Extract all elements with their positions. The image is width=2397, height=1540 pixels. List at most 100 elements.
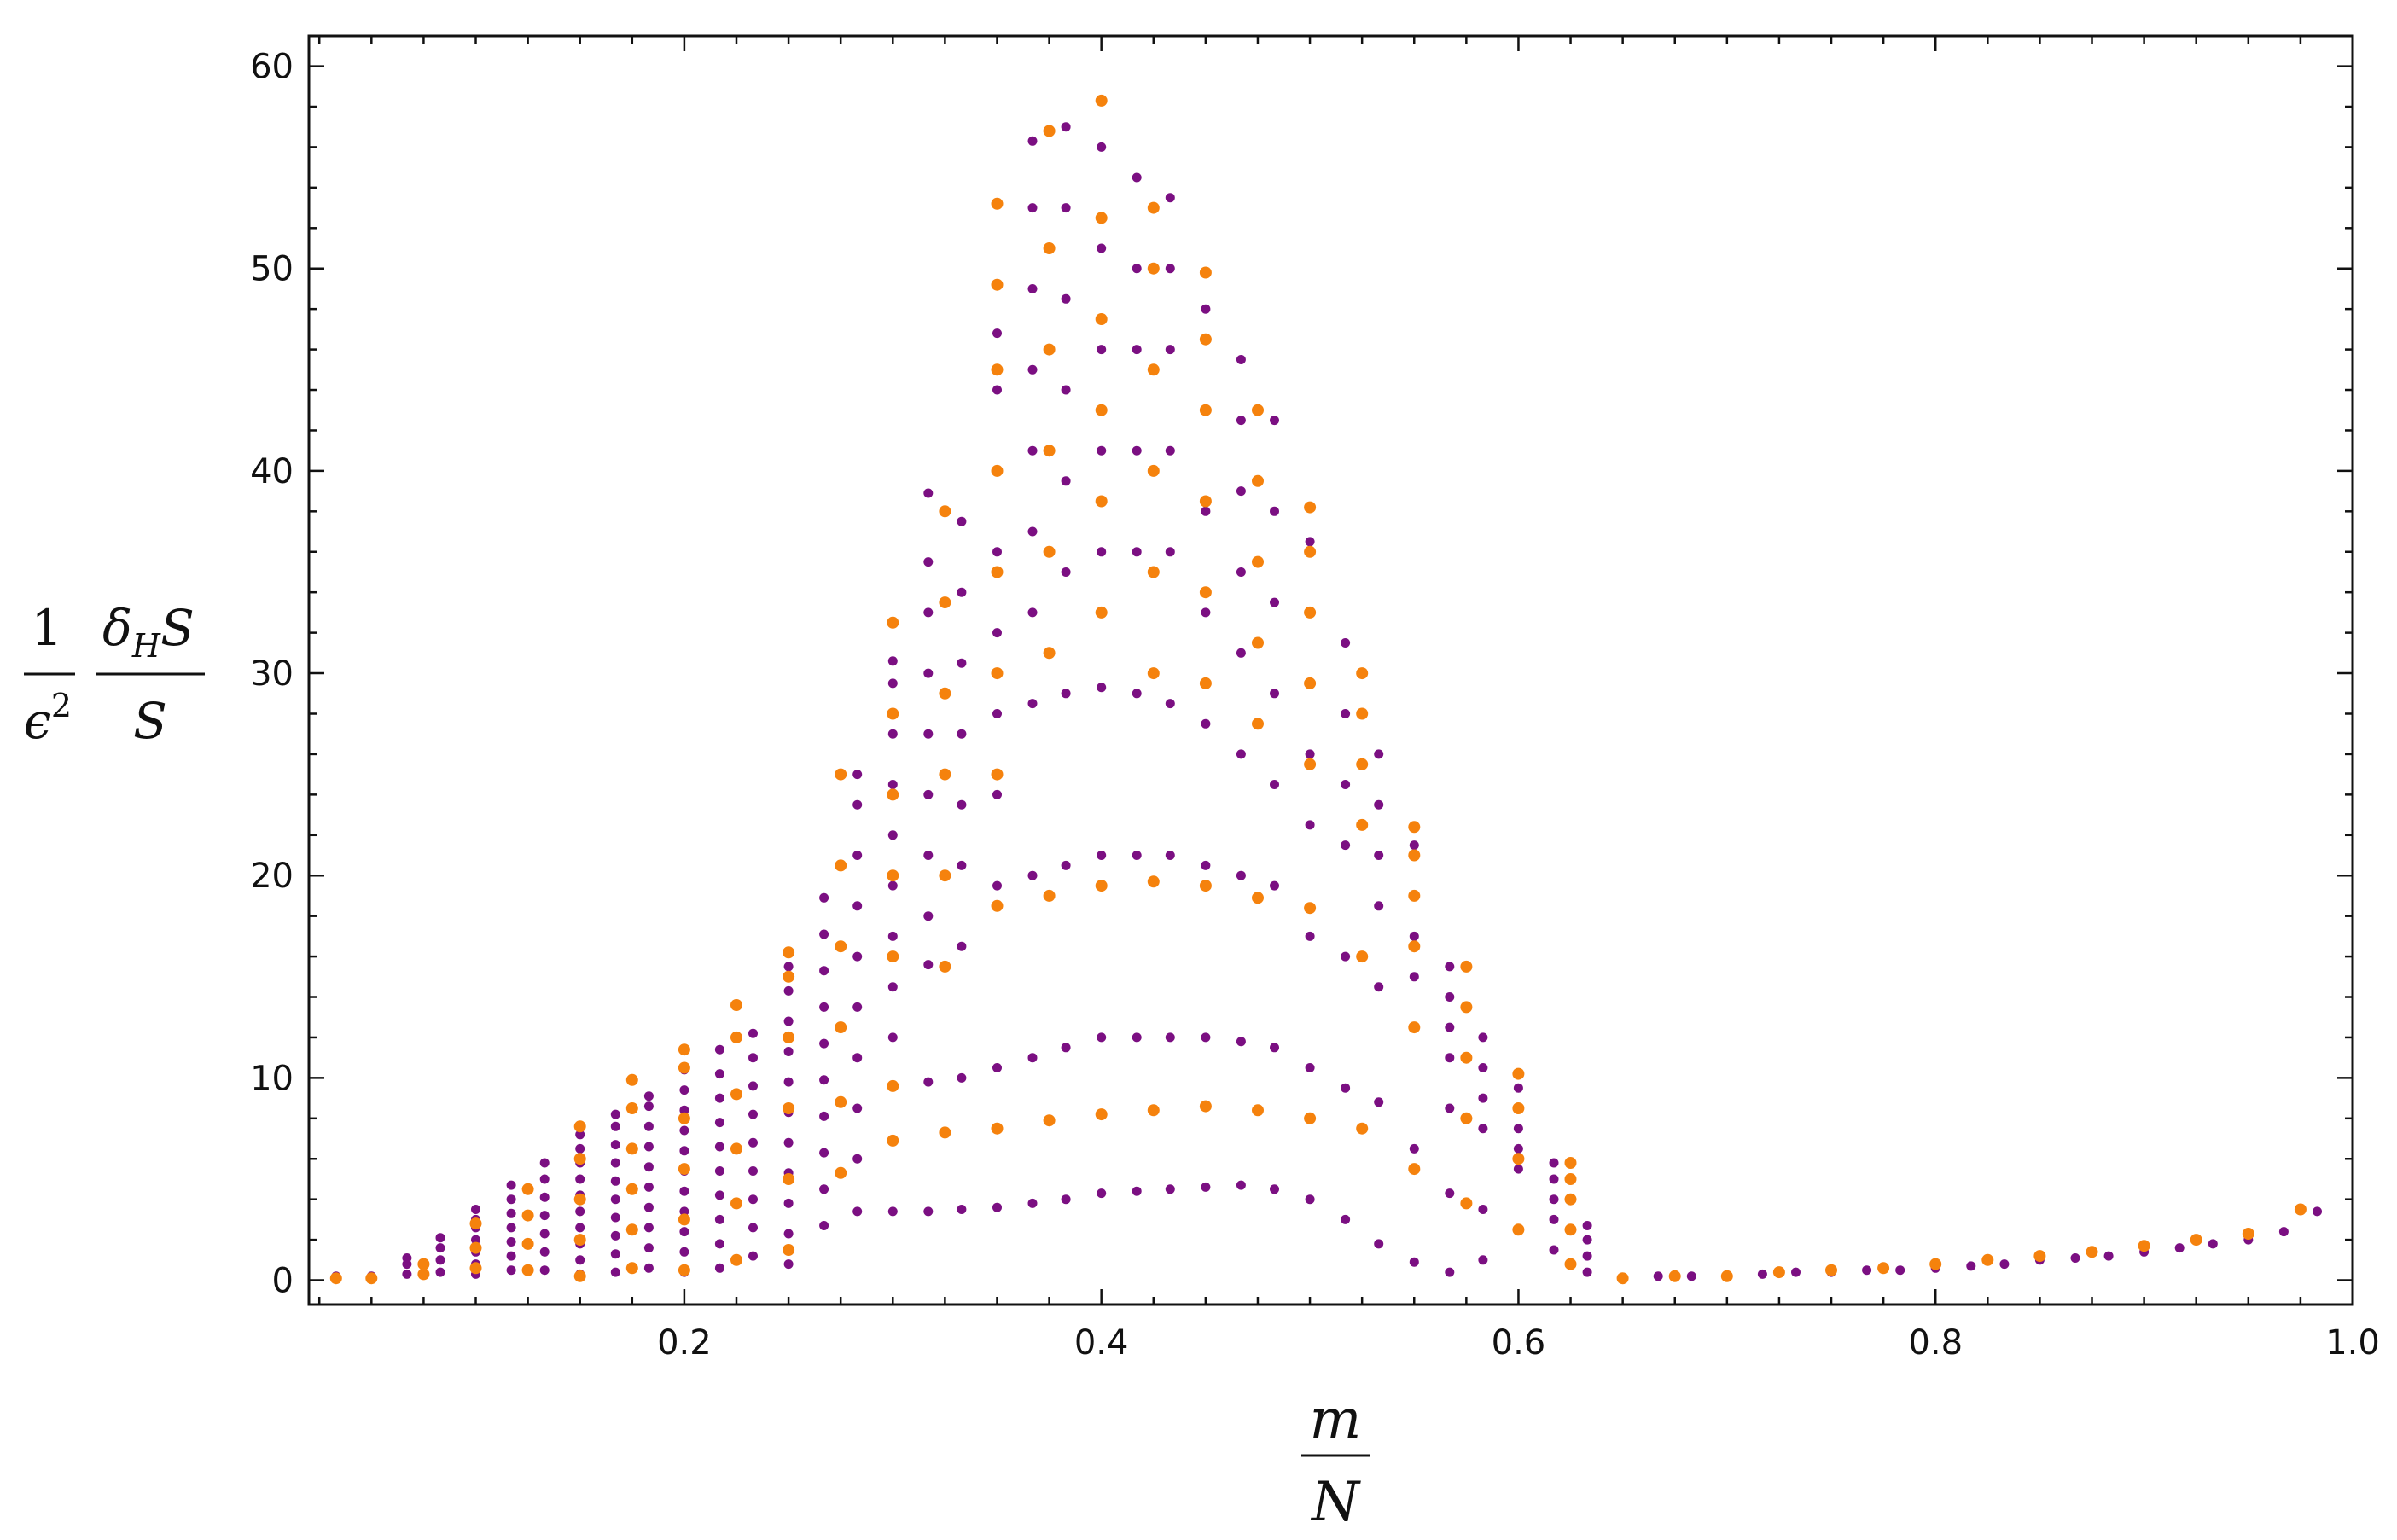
scatter-point <box>783 1102 795 1114</box>
scatter-point <box>1825 1264 1837 1276</box>
scatter-point <box>923 851 934 860</box>
scatter-point <box>1460 960 1473 973</box>
scatter-point <box>1252 474 1264 487</box>
scatter-point <box>435 1255 445 1265</box>
scatter-point <box>748 1081 758 1091</box>
scatter-point <box>1252 404 1264 416</box>
scatter-point <box>679 1227 689 1237</box>
y-tick-label: 0 <box>272 1262 294 1301</box>
scatter-point <box>1478 1032 1488 1043</box>
scatter-point <box>957 658 967 668</box>
scatter-point <box>1236 486 1246 497</box>
scatter-point <box>2278 1227 2289 1237</box>
scatter-point <box>1201 506 1211 516</box>
scatter-point <box>1132 1032 1142 1043</box>
scatter-point <box>1027 699 1038 709</box>
scatter-point <box>1043 445 1056 457</box>
scatter-point <box>1374 901 1384 911</box>
y-tick-label: 10 <box>250 1059 294 1098</box>
scatter-point <box>852 1206 863 1217</box>
scatter-point <box>1374 799 1384 810</box>
scatter-point <box>923 488 934 498</box>
scatter-point <box>2190 1234 2202 1247</box>
scatter-point <box>1201 860 1211 870</box>
scatter-point <box>1445 1267 1455 1277</box>
scatter-point <box>992 709 1002 718</box>
scatter-point <box>1582 1235 1592 1245</box>
scatter-point <box>1877 1262 1890 1275</box>
scatter-point <box>643 1101 654 1112</box>
scatter-point <box>679 1105 689 1115</box>
scatter-point <box>678 1043 690 1056</box>
scatter-point <box>923 960 934 970</box>
scatter-point <box>2138 1240 2150 1252</box>
scatter-point <box>748 1194 758 1205</box>
scatter-point <box>748 1028 758 1038</box>
scatter-point <box>852 1154 863 1164</box>
scatter-point <box>1304 545 1317 558</box>
scatter-point <box>1097 683 1107 693</box>
scatter-point <box>539 1265 550 1276</box>
scatter-point <box>610 1176 620 1186</box>
scatter-point <box>730 999 742 1011</box>
scatter-point <box>852 1053 863 1063</box>
scatter-point <box>819 1075 829 1085</box>
scatter-point <box>1097 1032 1107 1043</box>
scatter-point <box>1445 1103 1455 1113</box>
scatter-point <box>1616 1272 1629 1285</box>
plot-frame <box>307 34 2354 1306</box>
scatter-point <box>887 869 899 882</box>
scatter-point <box>1027 870 1038 880</box>
scatter-point <box>1095 212 1108 224</box>
scatter-point <box>1374 982 1384 992</box>
scatter-point <box>679 1186 689 1196</box>
scatter-point <box>575 1255 585 1265</box>
scatter-point <box>1147 875 1160 888</box>
scatter-point <box>1564 1223 1577 1236</box>
scatter-point <box>1966 1261 1976 1271</box>
scatter-point <box>1478 1124 1488 1134</box>
scatter-point <box>1252 636 1264 649</box>
scatter-point <box>1097 345 1107 355</box>
scatter-point <box>957 1072 967 1083</box>
scatter-point <box>1165 193 1175 203</box>
scatter-point <box>852 851 863 860</box>
y-axis-label-prefactor-denominator: ϵ <box>24 692 51 750</box>
scatter-point <box>923 1206 934 1217</box>
scatter-point <box>643 1223 654 1233</box>
x-tick-label: 1.0 <box>2325 1323 2380 1363</box>
scatter-point <box>1147 262 1160 275</box>
scatter-point <box>1478 1255 1488 1265</box>
scatter-point <box>506 1251 516 1261</box>
scatter-point <box>471 1235 480 1245</box>
scatter-point <box>1236 1037 1246 1047</box>
scatter-point <box>1512 1153 1525 1165</box>
scatter-point <box>1043 545 1056 558</box>
scatter-point <box>625 1102 638 1114</box>
scatter-point <box>1513 1083 1523 1093</box>
scatter-point <box>539 1247 550 1257</box>
scatter-point <box>417 1258 430 1270</box>
scatter-point <box>1095 606 1108 619</box>
scatter-point <box>1043 1114 1056 1127</box>
scatter-point <box>1408 1021 1421 1034</box>
scatter-point <box>714 1166 724 1176</box>
scatter-point <box>852 1103 863 1113</box>
scatter-point <box>887 707 899 720</box>
scatter-point <box>1270 689 1279 699</box>
scatter-point <box>1408 940 1421 953</box>
scatter-point <box>610 1267 620 1277</box>
scatter-point <box>1757 1269 1767 1279</box>
scatter-point <box>539 1158 550 1168</box>
scatter-point <box>1027 203 1038 213</box>
scatter-point <box>783 1229 794 1239</box>
scatter-point <box>1409 1143 1419 1154</box>
scatter-point <box>1165 264 1175 274</box>
scatter-point <box>887 982 898 992</box>
scatter-point <box>469 1262 482 1275</box>
scatter-point <box>1199 586 1212 599</box>
scatter-point <box>852 770 863 780</box>
scatter-point <box>835 940 847 953</box>
scatter-point <box>1252 1104 1264 1117</box>
scatter-point <box>887 1032 898 1043</box>
